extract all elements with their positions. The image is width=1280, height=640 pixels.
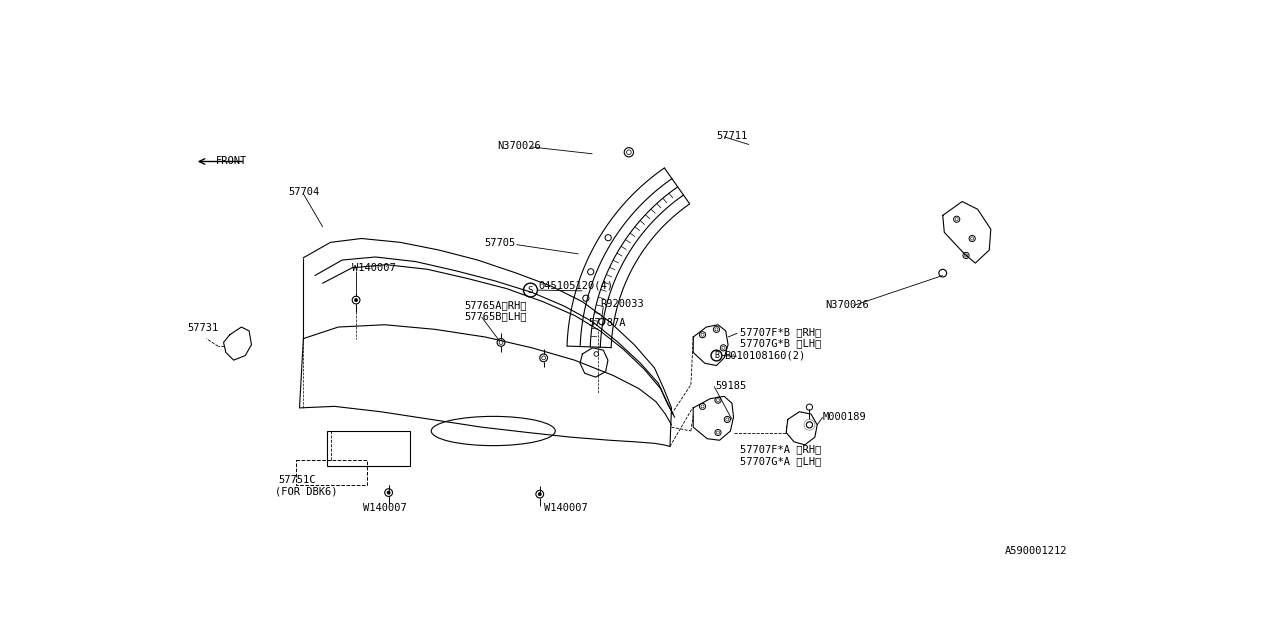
Bar — [326, 431, 411, 466]
Text: 57705: 57705 — [484, 239, 516, 248]
Text: W140007: W140007 — [364, 502, 407, 513]
Text: B: B — [714, 351, 719, 360]
Text: 59185: 59185 — [716, 381, 746, 391]
Text: S: S — [527, 285, 534, 294]
Text: 57711: 57711 — [717, 131, 748, 141]
Text: B010108160(2): B010108160(2) — [724, 351, 805, 361]
Text: 57765B〈LH〉: 57765B〈LH〉 — [465, 312, 527, 322]
Text: 57787A: 57787A — [589, 318, 626, 328]
Text: 57707F*A 〈RH〉: 57707F*A 〈RH〉 — [740, 444, 820, 454]
Text: 57707G*A 〈LH〉: 57707G*A 〈LH〉 — [740, 456, 820, 467]
Text: 57765A〈RH〉: 57765A〈RH〉 — [465, 300, 527, 310]
Text: N370026: N370026 — [497, 141, 541, 150]
Text: W140007: W140007 — [544, 502, 588, 513]
Text: R920033: R920033 — [600, 298, 644, 308]
Text: 57731: 57731 — [187, 323, 219, 333]
Text: FRONT: FRONT — [216, 156, 247, 166]
Text: M000189: M000189 — [823, 412, 867, 422]
Circle shape — [387, 491, 390, 494]
Text: 57707G*B 〈LH〉: 57707G*B 〈LH〉 — [740, 339, 820, 349]
Text: N370026: N370026 — [824, 300, 869, 310]
Text: 045105120(4): 045105120(4) — [538, 281, 613, 291]
Circle shape — [538, 493, 541, 496]
Text: 57707F*B 〈RH〉: 57707F*B 〈RH〉 — [740, 327, 820, 337]
Bar — [296, 460, 367, 485]
Text: W140007: W140007 — [352, 263, 396, 273]
Text: A590001212: A590001212 — [1005, 547, 1068, 557]
Text: 57751C: 57751C — [279, 475, 316, 485]
Circle shape — [355, 298, 357, 301]
Text: 57704: 57704 — [288, 187, 319, 197]
Text: (FOR DBK6): (FOR DBK6) — [275, 486, 337, 497]
